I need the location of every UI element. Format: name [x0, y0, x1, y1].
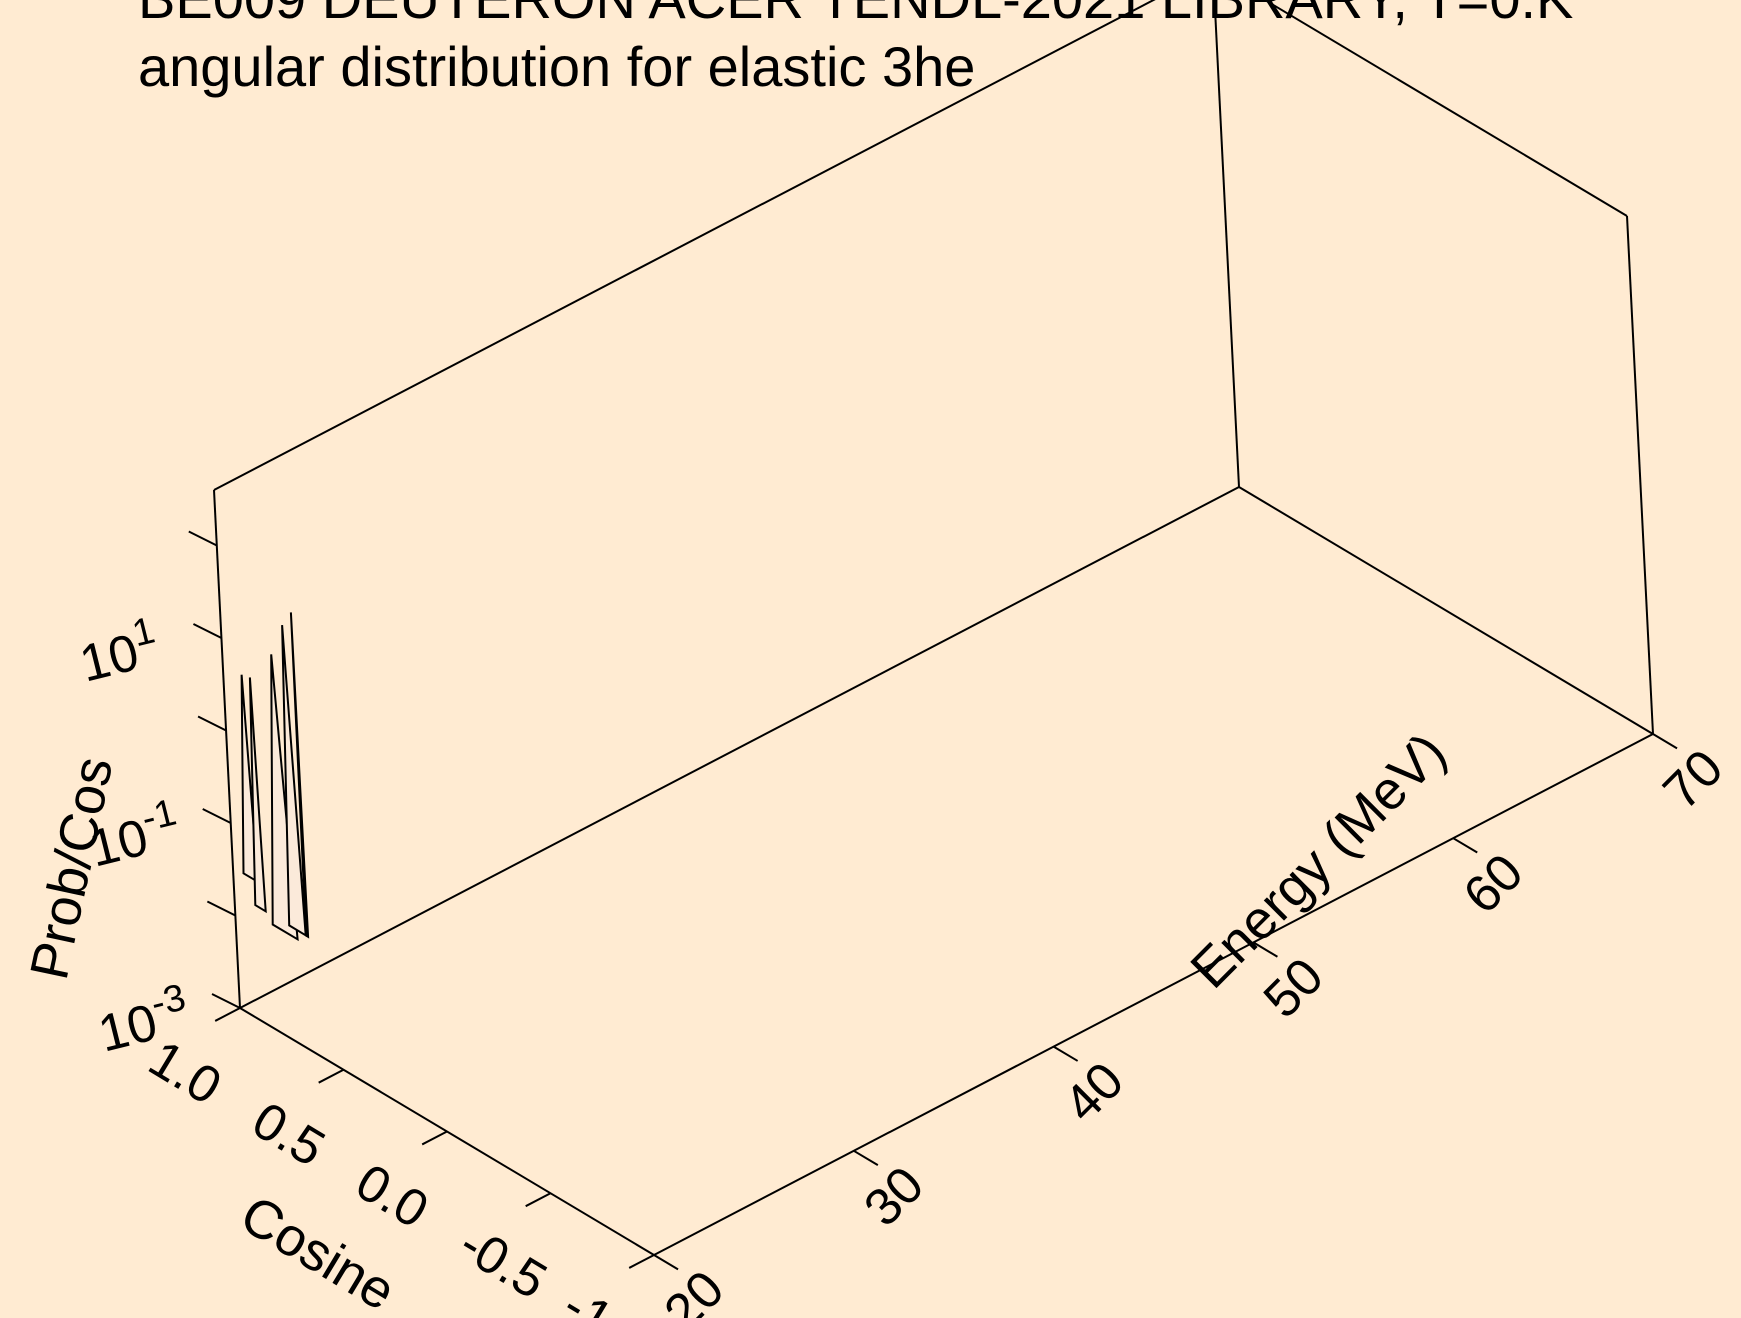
- distribution-spike-5: [289, 612, 310, 939]
- y-axis-label: Energy (MeV): [1179, 722, 1457, 1000]
- right-corner-vertical-line: [1626, 215, 1654, 735]
- z-tick-mark: [202, 808, 232, 824]
- distribution-spike-4: [281, 625, 307, 938]
- z-tick-label: 101: [72, 610, 165, 694]
- y-tick-label: 60: [1453, 843, 1535, 925]
- x-tick-mark: [214, 1007, 241, 1022]
- y-tick-mark: [653, 1254, 679, 1271]
- x-tick-label: 0.0: [346, 1153, 438, 1240]
- x-tick-mark: [628, 1254, 655, 1269]
- y-tick-mark: [1452, 837, 1478, 854]
- x-tick-label: 0.5: [242, 1091, 334, 1178]
- y-axis-front-line: [653, 733, 1654, 1256]
- y-tick-mark: [1053, 1045, 1079, 1062]
- z-tick-mark: [188, 530, 218, 547]
- right-wall-top-line: [1263, 0, 1628, 217]
- z-tick-mark: [192, 623, 222, 639]
- z-axis-line: [213, 489, 241, 1009]
- y-tick-label: 40: [1053, 1052, 1135, 1134]
- z-tick-label: 10-1: [81, 791, 186, 878]
- y-tick-mark: [1252, 941, 1278, 958]
- y-tick-label: 30: [853, 1156, 935, 1238]
- back-wall-floor-line: [1238, 486, 1654, 735]
- distribution-spike-2: [248, 677, 267, 914]
- z-tick-mark: [211, 993, 241, 1009]
- y-axis-line: [239, 486, 1240, 1009]
- z-tick-mark: [197, 715, 227, 732]
- z-tick-mark: [206, 900, 236, 917]
- back-wall-top-line: [213, 0, 1156, 491]
- y-tick-label: 70: [1653, 739, 1735, 821]
- x-tick-mark: [318, 1068, 344, 1084]
- back-corner-vertical-line: [1213, 0, 1240, 488]
- y-tick-mark: [1652, 733, 1678, 750]
- z-tick-label: 10-3: [91, 976, 196, 1063]
- y-tick-label: 50: [1253, 947, 1335, 1029]
- x-tick-mark: [525, 1192, 551, 1208]
- x-tick-label: -0.5: [449, 1215, 556, 1311]
- chart-subtitle: angular distribution for elastic 3he: [138, 35, 975, 98]
- chart-title: BE009 DEUTERON ACER TENDL-2021 LIBRARY, …: [138, 0, 1573, 30]
- y-tick-mark: [853, 1149, 879, 1167]
- y-tick-label: 20: [654, 1260, 736, 1318]
- x-tick-mark: [421, 1130, 448, 1146]
- x-tick-label: -1.0: [553, 1277, 660, 1318]
